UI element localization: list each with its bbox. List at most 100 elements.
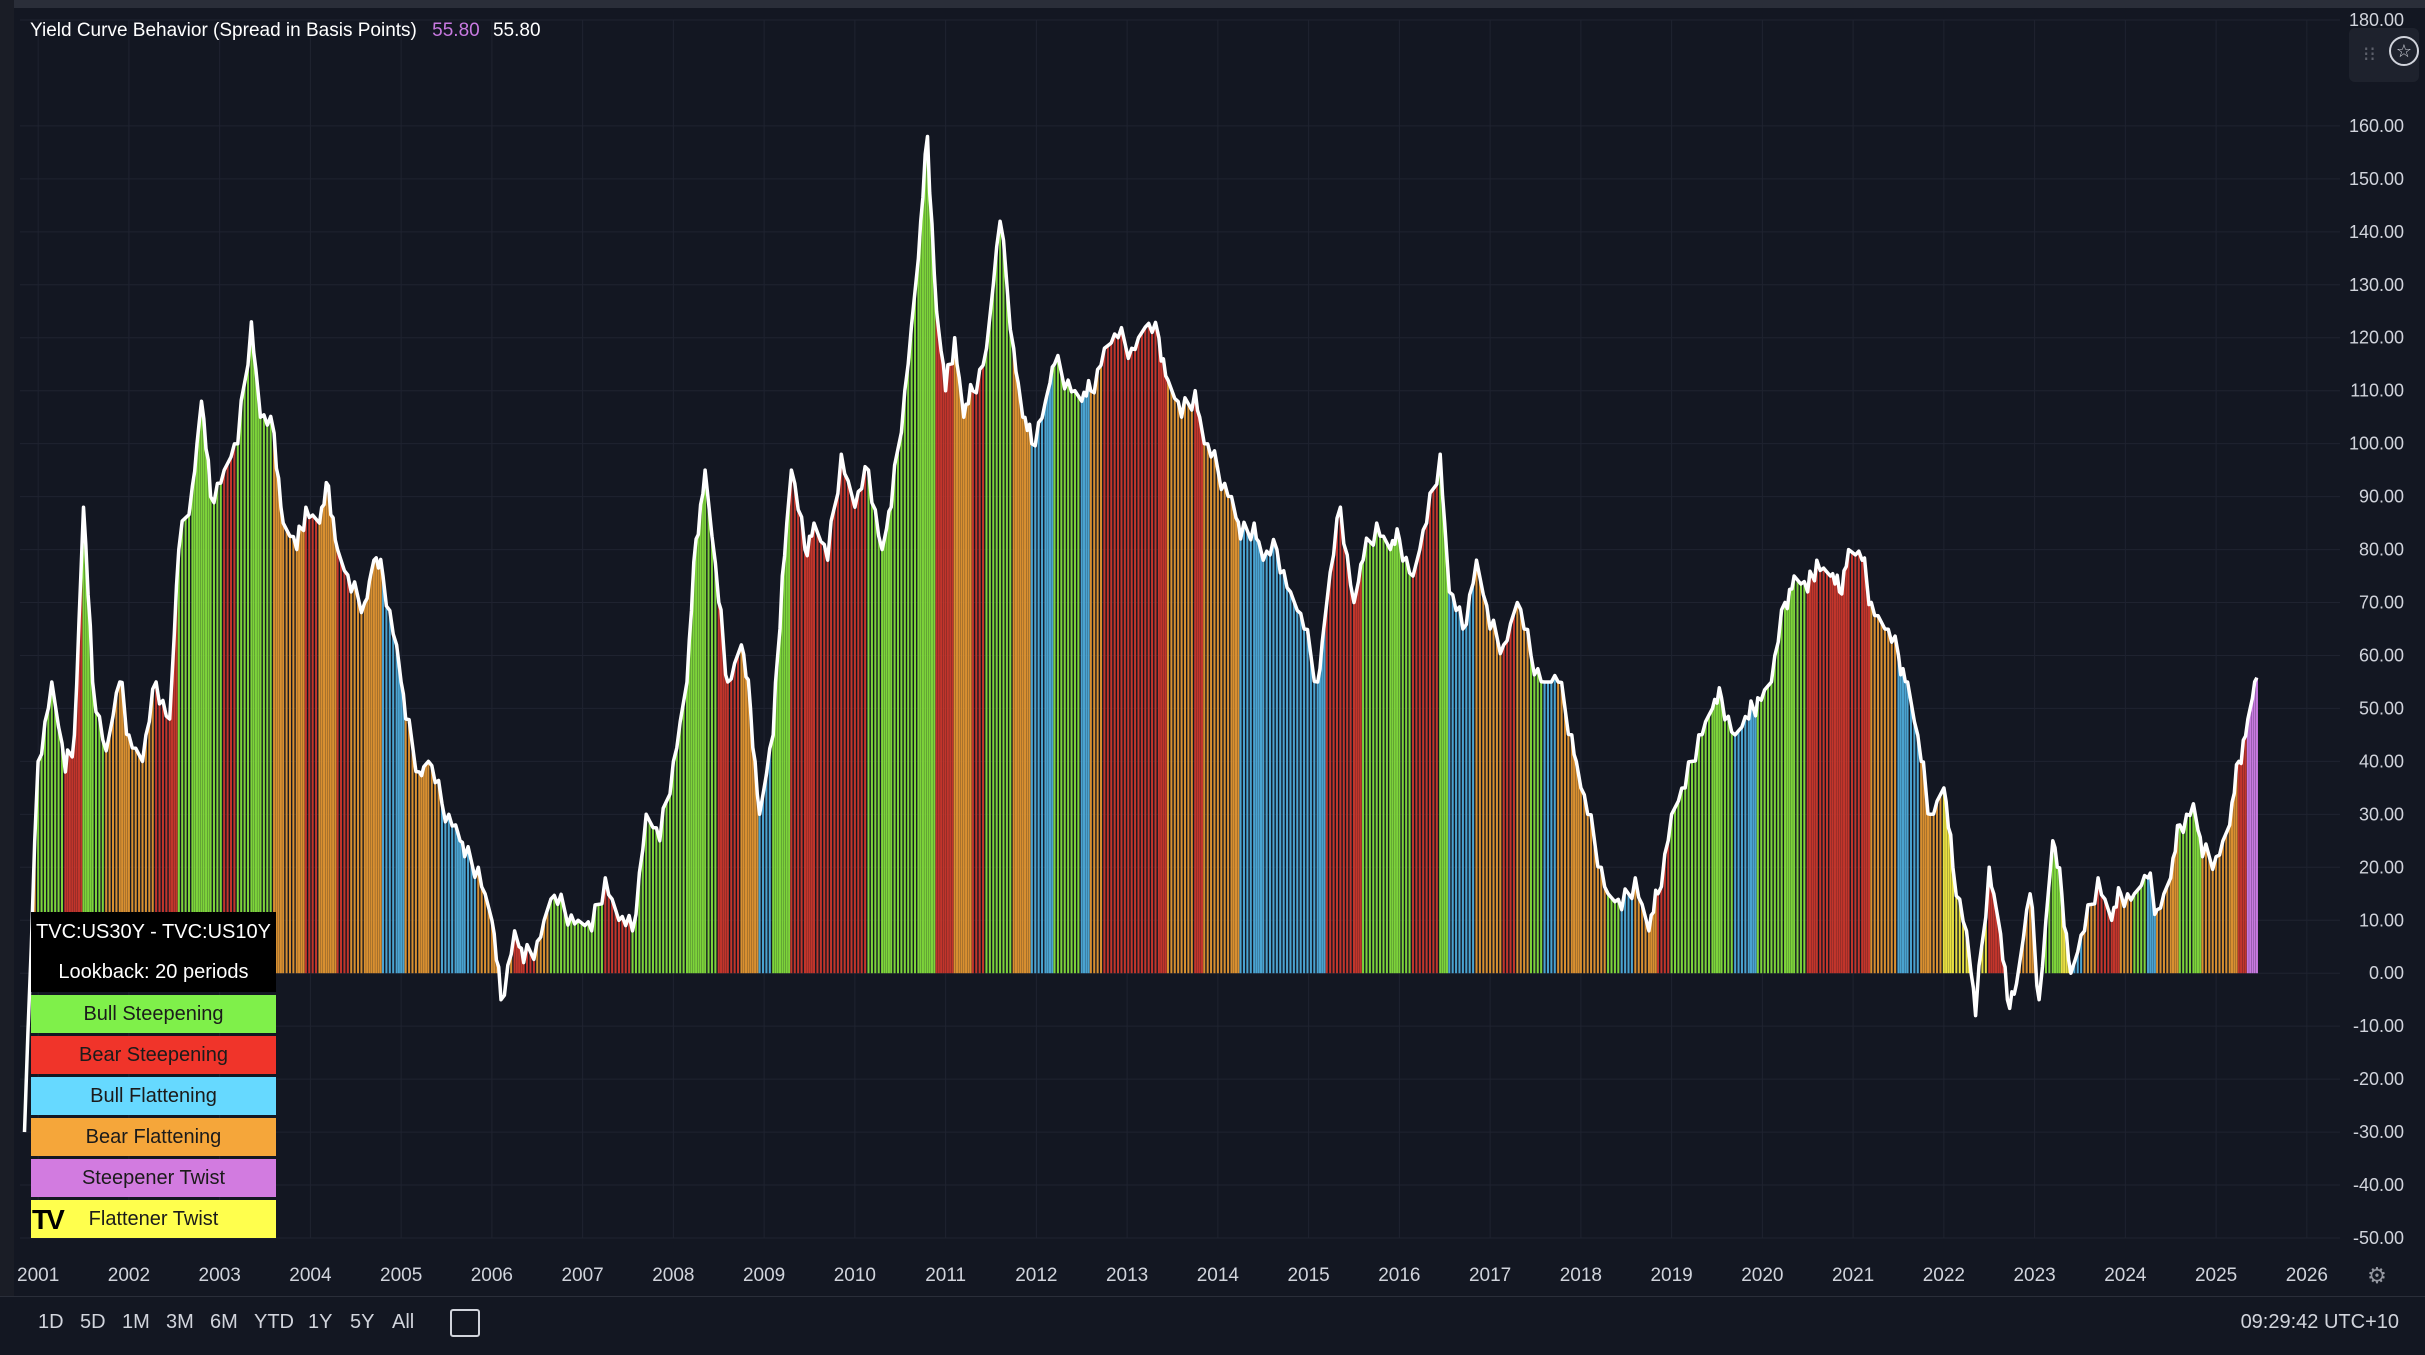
regime-bar — [125, 734, 128, 974]
regime-bar — [1210, 456, 1213, 974]
regime-bar — [522, 962, 525, 974]
regime-bar — [456, 832, 459, 974]
regime-bar — [422, 766, 425, 974]
regime-bar — [704, 470, 707, 974]
regime-bar — [1096, 369, 1099, 974]
regime-bar — [1754, 715, 1757, 974]
range-button-5y[interactable]: 5Y — [350, 1311, 375, 1333]
regime-bar — [1019, 399, 1022, 974]
regime-bar — [1942, 787, 1945, 974]
regime-bar — [1362, 560, 1365, 974]
regime-bar — [1641, 904, 1644, 974]
regime-bar — [1680, 788, 1683, 974]
regime-bar — [1282, 570, 1285, 974]
regime-bar — [1620, 909, 1623, 974]
star-icon[interactable]: ☆ — [2389, 36, 2419, 66]
range-button-6m[interactable]: 6M — [210, 1311, 238, 1333]
chart-tools[interactable]: ⁝⁝ ☆ — [2349, 28, 2419, 82]
regime-bar — [1113, 334, 1116, 974]
regime-bar — [2153, 914, 2156, 974]
regime-bar — [1516, 602, 1519, 974]
regime-bar — [1246, 531, 1249, 974]
chart-canvas[interactable]: 180.00 160.00 150.00 140.00 130.00 120.00 110.… — [0, 0, 2425, 1296]
regime-bar — [2178, 824, 2181, 974]
regime-bar — [1610, 897, 1613, 974]
range-button-5d[interactable]: 5D — [80, 1311, 106, 1333]
regime-bar — [165, 716, 168, 974]
regime-bar — [219, 483, 222, 974]
regime-bar — [1634, 877, 1637, 974]
regime-bar — [1325, 602, 1328, 974]
regime-bar — [1318, 668, 1321, 974]
range-button-all[interactable]: All — [392, 1311, 415, 1333]
regime-bar — [200, 401, 203, 974]
regime-bar — [1458, 607, 1461, 974]
regime-bar — [336, 549, 339, 974]
gear-icon[interactable]: ⚙ — [2367, 1263, 2387, 1288]
regime-bar — [860, 488, 863, 974]
regime-bar — [783, 555, 786, 974]
x-tick-label: 2023 — [2013, 1265, 2055, 1286]
regime-bar — [1656, 893, 1660, 974]
regime-bar — [1654, 890, 1657, 974]
regime-bar — [634, 914, 637, 974]
regime-bar — [2166, 885, 2169, 974]
regime-bar — [1093, 392, 1096, 974]
range-button-ytd[interactable]: YTD — [254, 1311, 294, 1333]
regime-bar — [1833, 583, 1836, 974]
regime-bar — [451, 825, 454, 974]
regime-bar — [1478, 577, 1481, 974]
calendar-range-icon[interactable] — [450, 1309, 480, 1337]
regime-bar — [2103, 899, 2106, 974]
regime-bar — [1803, 581, 1806, 974]
regime-bar — [2110, 920, 2113, 974]
regime-bar — [108, 733, 111, 974]
regime-bar — [47, 708, 50, 974]
regime-bar — [549, 899, 552, 974]
regime-bar — [315, 519, 318, 974]
regime-bar — [430, 765, 433, 974]
regime-bar — [2136, 889, 2139, 974]
regime-bar — [1070, 391, 1073, 974]
regime-bar — [2215, 856, 2218, 974]
range-button-1y[interactable]: 1Y — [308, 1311, 333, 1333]
regime-bar — [1861, 560, 1864, 974]
regime-bar — [1060, 372, 1063, 974]
regime-bar — [1870, 602, 1873, 974]
regime-bar — [621, 916, 624, 974]
regime-bar — [1780, 609, 1783, 974]
regime-bar — [2029, 893, 2032, 974]
x-tick-label: 2019 — [1650, 1265, 1692, 1286]
regime-bar — [2218, 855, 2221, 974]
regime-bar — [2156, 909, 2159, 974]
regime-bar — [325, 482, 328, 974]
regime-bar — [444, 821, 447, 974]
regime-bar — [900, 432, 903, 974]
indicator-title-row[interactable]: Yield Curve Behavior (Spread in Basis Po… — [30, 20, 541, 42]
regime-bar — [896, 448, 900, 974]
regime-bar — [742, 654, 745, 974]
regime-bar — [2204, 844, 2207, 974]
range-button-1m[interactable]: 1M — [122, 1311, 150, 1333]
range-button-1d[interactable]: 1D — [38, 1311, 64, 1333]
regime-bar — [570, 914, 573, 974]
regime-bar — [246, 365, 250, 974]
regime-bar — [1227, 496, 1230, 974]
regime-bar — [226, 463, 229, 974]
regime-bar — [1523, 629, 1526, 974]
regime-bar — [2230, 802, 2234, 974]
regime-bar — [949, 364, 952, 974]
regime-bar — [1077, 395, 1080, 974]
regime-bar — [1223, 483, 1226, 974]
drag-handle-icon[interactable]: ⁝⁝ — [2363, 44, 2376, 66]
regime-bar — [1017, 382, 1020, 974]
regime-bar — [808, 536, 811, 974]
regime-bar — [1144, 327, 1147, 974]
range-button-3m[interactable]: 3M — [166, 1311, 194, 1333]
regime-bar — [539, 937, 542, 974]
regime-bar — [1760, 700, 1763, 974]
regime-bar — [1786, 608, 1789, 974]
regime-bar — [1292, 601, 1295, 974]
regime-bar — [1926, 813, 1929, 974]
regime-bar — [212, 502, 215, 974]
